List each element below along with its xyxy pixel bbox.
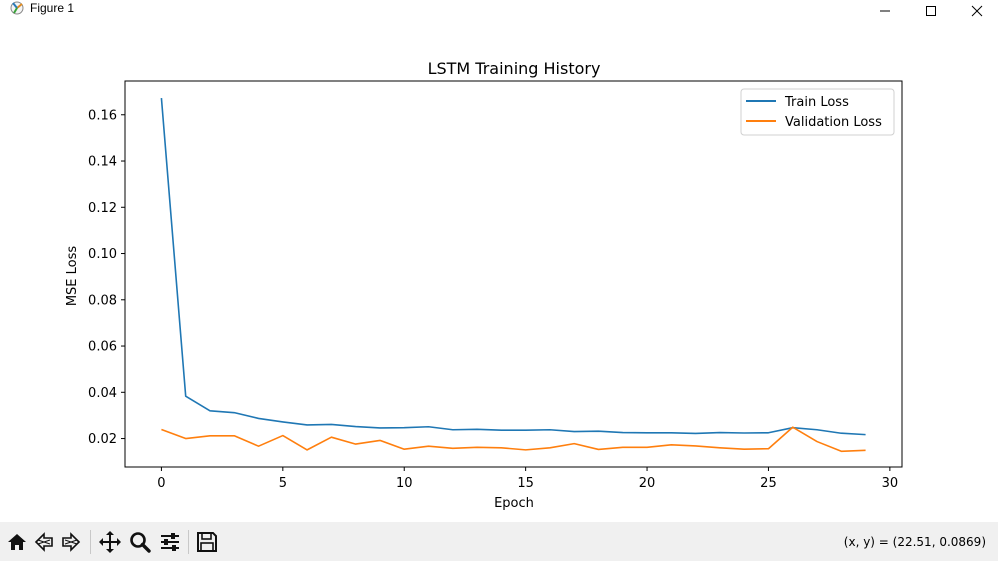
train-loss-line bbox=[160, 98, 866, 436]
pan-icon bbox=[99, 531, 121, 553]
y-tick-label: 0.14 bbox=[88, 155, 117, 170]
figure-canvas[interactable]: LSTM Training History 0 5 10 15 20 25 30 0.02 0… bbox=[0, 22, 998, 520]
home-button[interactable] bbox=[4, 529, 30, 555]
configure-subplots-button[interactable] bbox=[157, 529, 183, 555]
matplotlib-app-icon bbox=[8, 0, 26, 16]
chart-title: LSTM Training History bbox=[428, 59, 601, 78]
save-button[interactable] bbox=[194, 529, 220, 555]
minimize-button[interactable] bbox=[862, 0, 908, 22]
x-axis-label: Epoch bbox=[494, 496, 534, 511]
x-tick-label: 5 bbox=[279, 476, 287, 491]
maximize-icon bbox=[926, 6, 936, 16]
y-tick-label: 0.16 bbox=[88, 108, 117, 123]
y-tick-label: 0.02 bbox=[88, 432, 117, 447]
y-tick-label: 0.06 bbox=[88, 340, 117, 355]
x-tick-label: 30 bbox=[882, 476, 899, 491]
x-tick-label: 0 bbox=[157, 476, 165, 491]
legend: Train Loss Validation Loss bbox=[740, 88, 895, 136]
toolbar-separator bbox=[188, 530, 189, 554]
y-axis-label: MSE Loss bbox=[65, 246, 80, 307]
window-title: Figure 1 bbox=[30, 1, 75, 15]
forward-icon bbox=[62, 532, 81, 552]
zoom-icon bbox=[130, 532, 151, 553]
pan-button[interactable] bbox=[97, 529, 123, 555]
close-icon bbox=[971, 5, 983, 17]
back-button[interactable] bbox=[31, 529, 57, 555]
close-button[interactable] bbox=[954, 0, 998, 22]
axes-frame bbox=[124, 80, 903, 468]
legend-label-validation: Validation Loss bbox=[785, 115, 882, 130]
minimize-icon bbox=[880, 10, 890, 12]
back-icon bbox=[34, 532, 53, 552]
window-titlebar: Figure 1 bbox=[0, 0, 998, 23]
toolbar-separator bbox=[90, 530, 91, 554]
x-tick-label: 20 bbox=[639, 476, 656, 491]
y-tick-label: 0.08 bbox=[88, 293, 117, 308]
x-tick-label: 10 bbox=[396, 476, 413, 491]
configure-subplots-icon bbox=[161, 533, 179, 551]
navigation-toolbar: (x, y) = (22.51, 0.0869) bbox=[0, 522, 998, 561]
maximize-button[interactable] bbox=[908, 0, 954, 22]
line-chart: LSTM Training History 0 5 10 15 20 25 30 0.02 0… bbox=[65, 59, 903, 511]
x-tick-label: 15 bbox=[517, 476, 534, 491]
validation-loss-line bbox=[161, 426, 866, 453]
legend-label-train: Train Loss bbox=[784, 95, 849, 110]
forward-button[interactable] bbox=[58, 529, 84, 555]
y-tick-label: 0.04 bbox=[88, 386, 117, 401]
x-tick-label: 25 bbox=[760, 476, 777, 491]
y-tick-label: 0.10 bbox=[88, 247, 117, 262]
zoom-button[interactable] bbox=[127, 529, 153, 555]
cursor-coordinates: (x, y) = (22.51, 0.0869) bbox=[843, 535, 986, 549]
home-icon bbox=[8, 534, 26, 550]
y-tick-label: 0.12 bbox=[88, 201, 117, 216]
save-icon bbox=[197, 532, 217, 552]
